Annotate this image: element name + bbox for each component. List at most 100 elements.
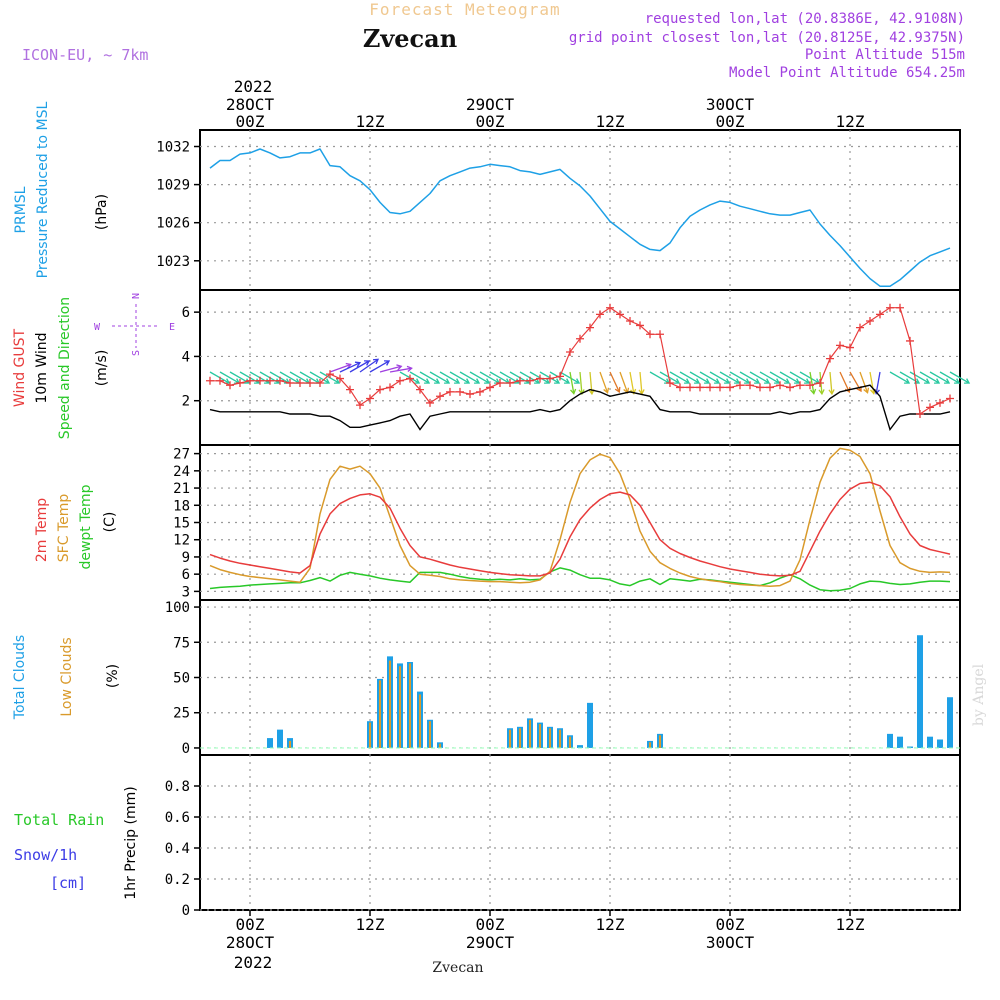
wind-gust-point (746, 381, 754, 390)
requested-point: requested lon,lat (20.8386E, 42.9108N) (645, 11, 965, 27)
wind-direction-arrow (759, 371, 780, 384)
wind-direction-arrowhead (774, 378, 781, 384)
wind-gust-point (206, 376, 214, 385)
top-date-label: 28OCT (226, 95, 275, 114)
clouds-ylabel-total: Total Clouds (12, 635, 28, 720)
temp-ylabel-sfc: SFC Temp (56, 494, 72, 563)
top-time-label: 00Z (236, 112, 265, 131)
wind-direction-arrowhead (603, 387, 610, 394)
wind-gust-point (636, 321, 644, 330)
wind-direction-arrow (619, 371, 629, 393)
bottom-time-label: 00Z (716, 915, 745, 934)
wind-gust-point (516, 376, 524, 385)
wind-direction-arrowhead (794, 378, 801, 384)
wind-gust-point (246, 376, 254, 385)
ytick-label: 0.4 (165, 841, 190, 857)
legend-snow-unit: [cm] (50, 874, 86, 892)
total-clouds-bar (937, 739, 943, 748)
wind-gust-point (316, 379, 324, 387)
wind-gust-line (210, 306, 951, 416)
ytick-label: 0 (182, 741, 190, 757)
wind-direction-arrow (789, 371, 810, 384)
wind-gust-point (876, 310, 884, 319)
pressure-line (209, 148, 951, 287)
wind-direction-arrow (899, 371, 920, 384)
wind-gust-point (816, 379, 824, 387)
low-clouds-bar (559, 729, 561, 748)
wind-direction-arrow (389, 367, 412, 373)
grid-point: grid point closest lon,lat (20.8125E, 42… (569, 30, 965, 46)
wind-gust-point (506, 379, 514, 387)
wind-gust-point (396, 376, 404, 385)
wind-gust-point (586, 323, 594, 332)
total-clouds-bar (277, 729, 283, 748)
total-clouds-bar (927, 736, 933, 748)
temperature-series (209, 447, 951, 592)
ytick-label: 6 (182, 305, 190, 321)
wind-direction-arrow (799, 371, 820, 384)
wind-direction-arrowhead (424, 378, 431, 384)
wind-direction-arrow (489, 371, 510, 384)
wind-direction-arrowhead (570, 388, 577, 395)
wind-direction-arrow (369, 360, 390, 373)
wind-direction-arrowhead (904, 378, 911, 384)
precip-panel-frame (199, 754, 961, 911)
wind-gust-point (626, 317, 634, 325)
total-clouds-bar (577, 745, 583, 748)
wind-direction-arrow (329, 363, 351, 373)
wind-direction-arrow (829, 371, 833, 394)
wind-direction-arrow (559, 371, 580, 384)
wind-gust-point (366, 394, 374, 403)
wind-gust-point (496, 379, 504, 387)
low-clouds-bar (519, 728, 521, 748)
low-clouds-bar (399, 666, 401, 748)
wind-direction-arrowhead (334, 378, 341, 384)
wind-direction-arrow (419, 371, 440, 384)
bottom-time-label: 12Z (356, 915, 385, 934)
wind-direction-arrow (339, 362, 361, 373)
wind-direction-arrow (289, 371, 310, 384)
wind-gust-point (926, 403, 934, 412)
wind-gust-point (256, 376, 264, 385)
point-altitude: Point Altitude 515m (805, 47, 965, 63)
wind-direction-arrow (919, 371, 940, 384)
compass-w-label: W (94, 322, 101, 333)
legend-snow: Snow/1h (14, 846, 77, 864)
low-clouds-bar (409, 663, 411, 748)
top-date-label: 30OCT (706, 95, 755, 114)
wind-direction-arrowhead (454, 378, 461, 384)
wind-gust-point (276, 376, 284, 385)
total-clouds-bar (267, 738, 273, 748)
wind-gust-point (576, 334, 584, 343)
wind-direction-arrow (599, 371, 609, 393)
wind-direction-arrow (459, 371, 480, 384)
wind-gust-point (546, 374, 554, 383)
wind-direction-arrow (699, 371, 720, 384)
wind-direction-arrowhead (694, 378, 701, 384)
wind-gust-point (796, 381, 804, 390)
pressure-series (209, 148, 951, 287)
grid-layer (194, 130, 960, 911)
wind-direction-arrow (469, 371, 490, 384)
wind-unit: (m/s) (94, 350, 110, 387)
wind-direction-arrow (639, 371, 643, 394)
wind-direction-arrowhead (274, 378, 281, 384)
wind-direction-arrowhead (724, 378, 731, 384)
wind-gust-point (226, 381, 234, 390)
wind-compass: N S W E (94, 293, 175, 356)
ytick-label: 1029 (156, 178, 190, 194)
compass-s-label: S (131, 350, 142, 356)
low-clouds-bar (539, 724, 541, 748)
bottom-year-label: 2022 (234, 953, 273, 972)
ytick-label: 50 (173, 671, 190, 687)
low-clouds-bar (439, 743, 441, 748)
wind-direction-arrowhead (630, 388, 637, 395)
wind-direction-arrowhead (734, 378, 741, 384)
top-time-label: 12Z (836, 112, 865, 131)
wind-direction-arrowhead (684, 378, 691, 384)
low-clouds-bar (369, 722, 371, 748)
wind-direction-arrowhead (364, 360, 371, 366)
ytick-label: 4 (182, 349, 190, 365)
ytick-label: 12 (173, 533, 190, 549)
wind-direction-arrowhead (244, 378, 251, 384)
